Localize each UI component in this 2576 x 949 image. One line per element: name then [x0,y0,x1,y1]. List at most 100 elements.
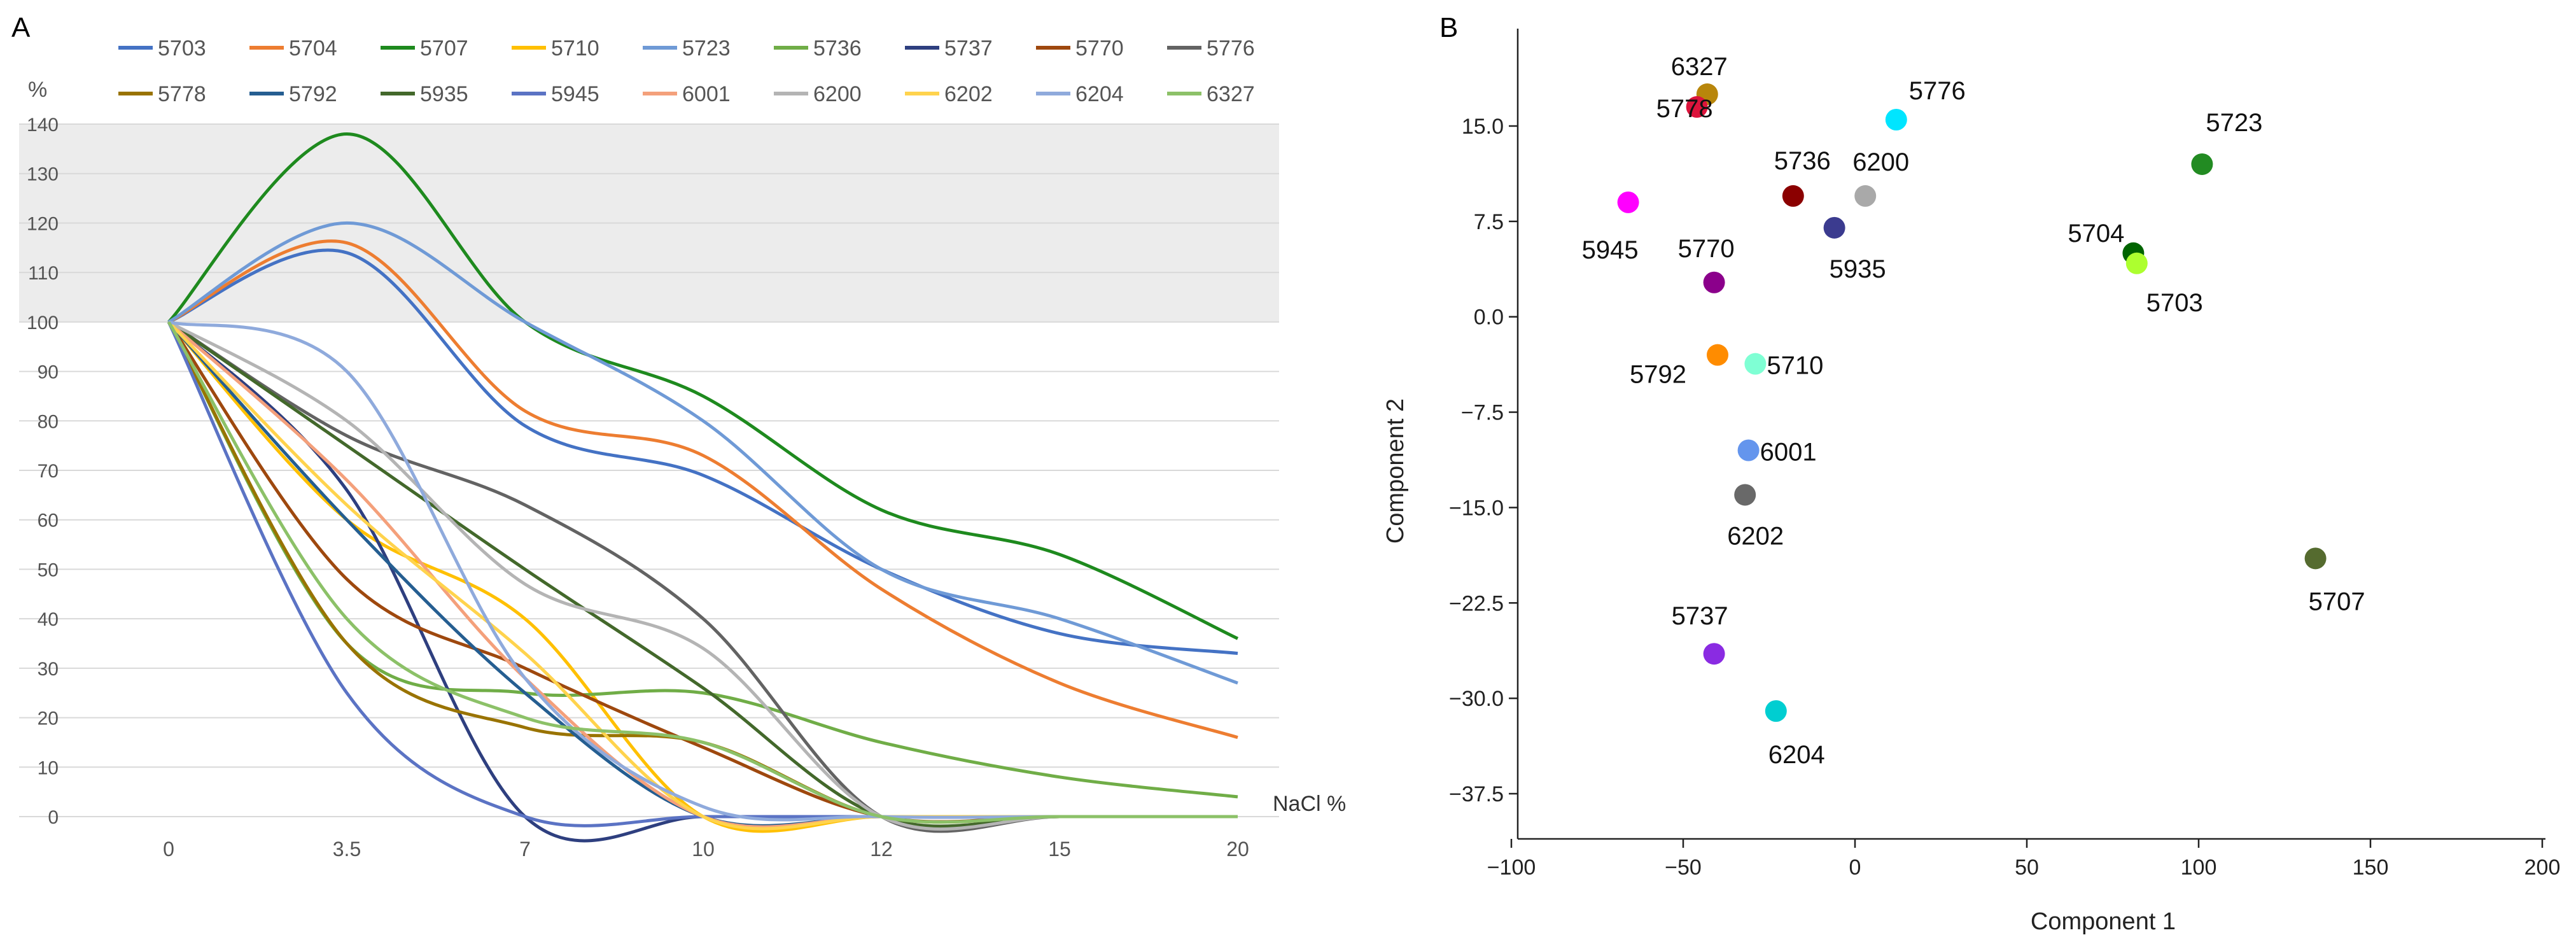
series-line-5703 [168,248,1238,656]
legend-label: 5792 [289,82,337,106]
y-tick-label: 80 [38,411,59,432]
panel-a-x-axis-label: NaCl % [1273,792,1346,816]
y-tick-label: −15.0 [1449,496,1504,520]
legend-item-5710: 5710 [512,36,599,60]
point-5945: 5945 [1582,191,1639,264]
point-label: 5703 [2146,289,2203,317]
x-tick-label: 0 [1849,855,1861,880]
x-tick-label: 7 [519,838,531,861]
panel-a-series-lines [167,132,1239,843]
point-label: 5776 [1909,77,1966,105]
point-6001: 6001 [1737,439,1817,467]
y-tick-label: 20 [38,708,59,729]
point-label: 6001 [1760,439,1817,467]
x-tick-label: 50 [2015,855,2039,880]
point-marker [1734,484,1756,506]
panel-a-y-ticks: 0 10 20 30 40 50 60 70 80 90 100 110 120 130 140 [27,115,59,828]
panel-b-x-axis-label: Component 1 [2031,908,2176,935]
point-label: 5736 [1774,147,1831,175]
point-6200: 6200 [1852,148,1909,207]
legend-item-5778: 5778 [118,82,206,106]
x-tick-label: 15 [1048,838,1071,861]
panel-b-y-ticks: −37.5 −30.0 −22.5 −15.0 −7.5 0.0 7.5 15.0 [1449,115,1518,806]
legend-label: 5710 [551,36,599,60]
point-marker [1765,700,1787,722]
point-6204: 6204 [1765,700,1825,769]
legend-item-5792: 5792 [249,82,337,106]
panel-a-gridlines [19,123,1279,817]
legend-label: 6202 [944,82,993,106]
panel-a-x-ticks: 0 3.5 7 10 12 15 20 [163,838,1249,861]
legend-label: 5945 [551,82,599,106]
legend-label: 5703 [158,36,206,60]
y-tick-label: 140 [27,115,59,136]
point-5707: 5707 [2304,547,2365,615]
legend-item-6202: 6202 [905,82,993,106]
legend-item-5945: 5945 [512,82,599,106]
y-tick-label: −22.5 [1449,591,1504,615]
legend-item-5736: 5736 [774,36,862,60]
y-tick-label: 90 [38,362,59,383]
legend-label: 5707 [420,36,468,60]
point-marker [1744,353,1767,375]
point-5736: 5736 [1774,147,1831,207]
point-marker [1823,216,1845,239]
legend-label: 6204 [1075,82,1124,106]
point-marker [2125,252,2148,274]
point-label: 6204 [1768,741,1825,769]
point-label: 5770 [1678,235,1735,263]
x-tick-label: 12 [870,838,893,861]
panel-a-letter: A [11,12,31,43]
series-line-6327 [167,321,1238,824]
legend-item-5935: 5935 [381,82,468,106]
point-label: 5945 [1582,236,1639,264]
legend-item-5707: 5707 [381,36,468,60]
x-tick-label: 20 [1226,838,1249,861]
point-label: 5792 [1630,361,1686,389]
point-5723: 5723 [2191,109,2262,175]
series-line-6200 [167,320,1238,831]
point-label: 5710 [1767,352,1823,380]
x-tick-label: 0 [163,838,174,861]
point-marker [1737,439,1760,461]
series-line-5707 [167,132,1239,640]
legend-item-6327: 6327 [1167,82,1255,106]
point-label: 5704 [2068,220,2124,248]
legend-label: 5704 [289,36,337,60]
legend-item-5770: 5770 [1036,36,1124,60]
legend-item-6204: 6204 [1036,82,1124,106]
panel-b-scatter-plot: B −37.5 −30.0 −22.5 −15.0 −7.5 0.0 7.5 15.0 −10… [1382,12,2560,935]
y-tick-label: 120 [27,213,59,234]
point-marker [2191,153,2213,175]
series-line-5723 [167,221,1238,685]
legend-item-5704: 5704 [249,36,337,60]
point-marker [1617,191,1639,213]
point-label: 6200 [1852,148,1909,176]
series-line-5710 [167,321,1238,833]
point-6202: 6202 [1727,484,1784,550]
legend-label: 5935 [420,82,468,106]
x-tick-label: 150 [2353,855,2389,880]
y-tick-label: 70 [38,461,59,482]
legend-item-5703: 5703 [118,36,206,60]
point-label: 5778 [1656,95,1713,123]
x-tick-label: 10 [692,838,715,861]
y-tick-label: 0 [48,807,59,828]
legend-label: 6001 [682,82,731,106]
y-tick-label: 110 [28,263,59,284]
y-tick-label: 10 [38,757,59,778]
y-tick-label: 130 [27,164,59,185]
legend-label: 5723 [682,36,731,60]
point-5935: 5935 [1823,216,1886,283]
point-label: 6202 [1727,522,1784,550]
panel-b-x-ticks: −100 −50 0 50 100 150 200 [1487,839,2561,880]
y-tick-label: 0.0 [1474,306,1504,330]
point-label: 5723 [2206,109,2262,137]
point-5710: 5710 [1744,352,1823,380]
series-line-5776 [167,320,1238,833]
point-label: 6327 [1671,53,1728,81]
legend-item-5737: 5737 [905,36,993,60]
x-tick-label: 200 [2524,855,2561,880]
panel-b-y-axis-label: Component 2 [1382,398,1409,544]
